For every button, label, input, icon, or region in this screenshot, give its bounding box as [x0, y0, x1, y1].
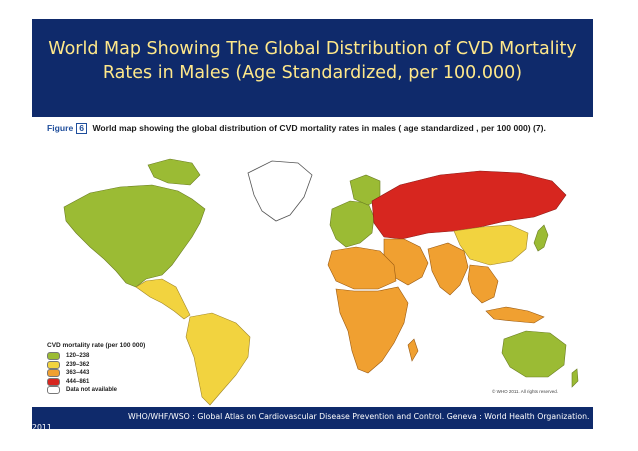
- legend-title: CVD mortality rate (per 100 000): [47, 342, 146, 349]
- legend-rows: 120–238 239–362 363–443 444–861 Data not ava…: [47, 352, 197, 395]
- legend-label: 239–362: [66, 361, 90, 368]
- figure-label-word: Figure: [47, 123, 74, 133]
- region-canada-islands: [147, 158, 201, 186]
- legend-label: Data not available: [66, 387, 118, 394]
- legend-swatch: [47, 360, 60, 369]
- region-south-america: [185, 312, 251, 406]
- figure-caption: Figure 6 World map showing the global dis…: [47, 123, 587, 134]
- region-north-america: [63, 184, 206, 288]
- map-legend: CVD mortality rate (per 100 000) 120–238…: [47, 342, 197, 395]
- footer-banner: [32, 407, 593, 429]
- legend-label: 444–861: [66, 378, 90, 385]
- source-citation: WHO/WHF/WSO : Global Atlas on Cardiovasc…: [128, 412, 590, 421]
- region-north-africa: [327, 246, 397, 290]
- figure-caption-text: World map showing the global distributio…: [92, 123, 546, 133]
- figure-number-box: 6: [76, 123, 88, 134]
- slide: World Map Showing The Global Distributio…: [32, 19, 593, 432]
- region-indonesia: [485, 306, 545, 324]
- legend-label: 363–443: [66, 370, 90, 377]
- region-eastern-europe-russia: [371, 170, 567, 240]
- region-sub-saharan-africa: [335, 286, 409, 374]
- legend-item: 239–362: [47, 360, 197, 370]
- legend-swatch: [47, 386, 60, 395]
- region-new-zealand: [571, 368, 579, 388]
- legend-item: 444–861: [47, 377, 197, 387]
- legend-swatch: [47, 369, 60, 378]
- region-japan: [533, 224, 549, 252]
- legend-item: 363–443: [47, 369, 197, 378]
- legend-swatch: [47, 377, 60, 386]
- region-western-europe: [329, 200, 375, 248]
- legend-item: 120–238: [47, 352, 197, 361]
- region-australia: [501, 330, 567, 378]
- legend-item: Data not available: [47, 386, 197, 395]
- region-madagascar: [407, 338, 419, 362]
- legend-label: 120–238: [66, 353, 90, 360]
- title-banner: World Map Showing The Global Distributio…: [32, 19, 593, 117]
- world-map: [63, 158, 579, 406]
- region-greenland: [247, 160, 313, 222]
- slide-title: World Map Showing The Global Distributio…: [48, 39, 577, 83]
- copyright-notice: © WHO 2011. All rights reserved.: [492, 389, 559, 394]
- citation-year: 2011: [32, 423, 52, 432]
- region-china: [453, 224, 529, 266]
- legend-swatch: [47, 352, 60, 361]
- region-central-america: [135, 278, 191, 320]
- region-south-asia: [427, 242, 469, 296]
- region-southeast-asia: [467, 264, 499, 304]
